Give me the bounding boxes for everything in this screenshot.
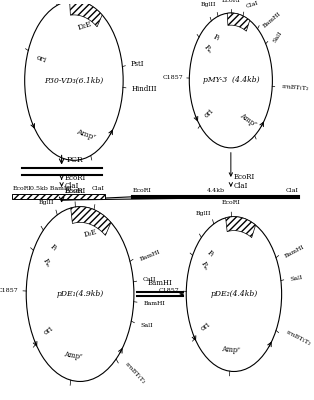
Text: Ampʳ: Ampʳ: [238, 112, 258, 129]
Text: C1857: C1857: [0, 288, 18, 293]
Text: pDE₂(4.4kb): pDE₂(4.4kb): [210, 290, 257, 298]
Text: rrnBT₁T₂: rrnBT₁T₂: [281, 84, 309, 91]
Text: SalI: SalI: [272, 30, 283, 44]
Text: EcoRI: EcoRI: [65, 174, 86, 182]
Text: CaII: CaII: [143, 277, 156, 282]
Text: EcoRI: EcoRI: [133, 188, 151, 193]
Text: pDE₁(4.9kb): pDE₁(4.9kb): [57, 290, 104, 298]
Text: EcoRI: EcoRI: [234, 173, 255, 181]
Text: 4.4kb: 4.4kb: [206, 188, 225, 193]
Text: PCR: PCR: [66, 156, 83, 164]
Text: P30-VD₃(6.1kb): P30-VD₃(6.1kb): [44, 76, 104, 84]
Text: ClaI: ClaI: [285, 188, 299, 193]
Text: BglII: BglII: [200, 2, 216, 7]
Text: Pₘ: Pₘ: [198, 260, 210, 272]
Text: D₂E: D₂E: [77, 20, 93, 32]
Text: SalI: SalI: [290, 275, 303, 282]
Text: rrnBT₁T₂: rrnBT₁T₂: [285, 330, 312, 347]
Text: BamHI: BamHI: [139, 249, 161, 262]
Polygon shape: [70, 0, 102, 27]
Text: C1857: C1857: [158, 288, 179, 294]
Text: ori: ori: [199, 320, 212, 332]
Text: EcoRI: EcoRI: [65, 189, 84, 194]
Text: ori: ori: [42, 324, 55, 336]
Text: ClaI: ClaI: [234, 182, 248, 190]
Text: HindIII: HindIII: [132, 85, 157, 93]
Text: Pₗ: Pₗ: [212, 32, 221, 43]
Bar: [12, 194, 105, 199]
Text: Ampʳ: Ampʳ: [63, 350, 83, 362]
Polygon shape: [227, 13, 250, 31]
Text: BglII: BglII: [195, 211, 211, 216]
Text: Pₘ: Pₘ: [41, 257, 52, 268]
Text: EcoRI: EcoRI: [221, 0, 240, 3]
Text: rrnBT₁T₂: rrnBT₁T₂: [124, 362, 146, 385]
Text: PstI: PstI: [131, 60, 145, 68]
Text: ClaI: ClaI: [245, 0, 259, 9]
Text: Pₘ: Pₘ: [202, 43, 214, 55]
Text: ClaI: ClaI: [65, 182, 79, 190]
Text: BglII: BglII: [38, 200, 54, 206]
Text: Ampʳ: Ampʳ: [75, 127, 97, 142]
Text: Pₗ: Pₗ: [49, 243, 59, 253]
Text: EcoRI: EcoRI: [65, 187, 86, 195]
Text: BamHI: BamHI: [263, 10, 282, 28]
Text: 0.5kb BamHI: 0.5kb BamHI: [30, 186, 72, 191]
Text: EcoRI: EcoRI: [12, 186, 31, 191]
Text: pMY-3  (4.4kb): pMY-3 (4.4kb): [203, 76, 259, 84]
Text: Pₗ: Pₗ: [205, 248, 216, 258]
Text: C1857: C1857: [162, 75, 183, 80]
Text: SalI: SalI: [140, 324, 153, 328]
Text: ori: ori: [35, 53, 47, 64]
Text: BamHI: BamHI: [284, 244, 305, 258]
Text: ori: ori: [202, 107, 215, 119]
Text: BamHI: BamHI: [143, 300, 165, 306]
Text: BamHI: BamHI: [148, 279, 172, 287]
Text: ClaI: ClaI: [92, 186, 105, 191]
Text: Ampʳ: Ampʳ: [221, 345, 241, 354]
Polygon shape: [71, 207, 111, 235]
Text: D₂E: D₂E: [83, 228, 98, 239]
Polygon shape: [226, 217, 256, 238]
Text: EcoRI: EcoRI: [222, 200, 241, 205]
